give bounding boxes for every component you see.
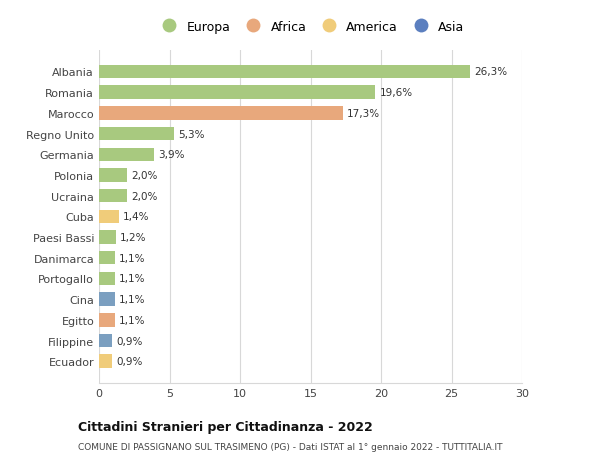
Bar [99,86,376,100]
Bar [99,148,154,162]
Text: 5,3%: 5,3% [178,129,205,139]
Bar [99,169,127,182]
Text: 2,0%: 2,0% [131,171,158,180]
Text: 17,3%: 17,3% [347,109,380,118]
Bar [99,66,470,79]
Legend: Europa, Africa, America, Asia: Europa, Africa, America, Asia [153,17,468,37]
Bar [99,231,116,244]
Text: 0,9%: 0,9% [116,336,142,346]
Text: 26,3%: 26,3% [474,67,507,77]
Bar [99,190,127,203]
Text: COMUNE DI PASSIGNANO SUL TRASIMENO (PG) - Dati ISTAT al 1° gennaio 2022 - TUTTIT: COMUNE DI PASSIGNANO SUL TRASIMENO (PG) … [78,442,503,451]
Text: 1,1%: 1,1% [119,274,145,284]
Bar [99,128,174,141]
Bar [99,252,115,265]
Bar [99,355,112,368]
Text: 1,1%: 1,1% [119,253,145,263]
Bar [99,210,119,224]
Text: 3,9%: 3,9% [158,150,185,160]
Text: 1,1%: 1,1% [119,295,145,304]
Bar [99,334,112,347]
Text: 1,1%: 1,1% [119,315,145,325]
Bar [99,313,115,327]
Text: 1,2%: 1,2% [120,233,146,242]
Text: 19,6%: 19,6% [380,88,413,98]
Bar [99,272,115,285]
Text: 1,4%: 1,4% [123,212,149,222]
Text: 2,0%: 2,0% [131,191,158,201]
Bar [99,293,115,306]
Text: Cittadini Stranieri per Cittadinanza - 2022: Cittadini Stranieri per Cittadinanza - 2… [78,420,373,433]
Bar [99,107,343,120]
Text: 0,9%: 0,9% [116,357,142,366]
